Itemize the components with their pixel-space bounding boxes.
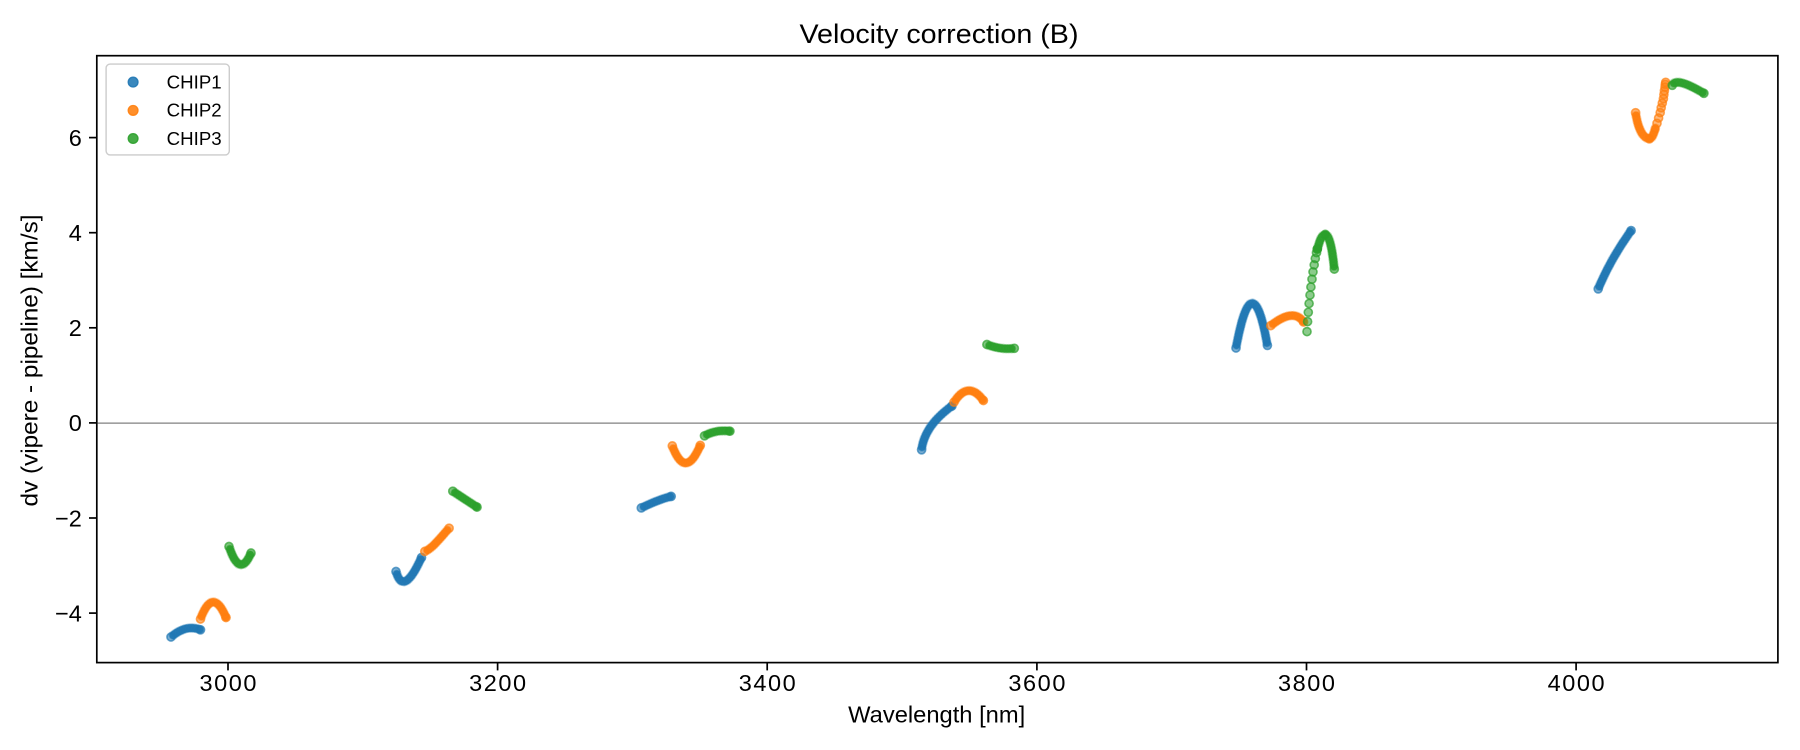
svg-text:Velocity correction (B): Velocity correction (B) bbox=[800, 19, 1079, 49]
svg-text:Wavelength [nm]: Wavelength [nm] bbox=[848, 702, 1025, 728]
svg-text:3200: 3200 bbox=[469, 670, 526, 696]
svg-text:−2: −2 bbox=[55, 505, 82, 531]
svg-text:3000: 3000 bbox=[200, 670, 257, 696]
svg-text:3400: 3400 bbox=[739, 670, 796, 696]
svg-text:3800: 3800 bbox=[1278, 670, 1335, 696]
svg-text:4: 4 bbox=[69, 220, 82, 246]
svg-text:−4: −4 bbox=[55, 600, 82, 626]
svg-text:dv (vipere - pipeline) [km/s]: dv (vipere - pipeline) [km/s] bbox=[17, 215, 43, 507]
svg-text:CHIP3: CHIP3 bbox=[167, 128, 222, 149]
svg-text:3600: 3600 bbox=[1008, 670, 1065, 696]
svg-text:4000: 4000 bbox=[1548, 670, 1605, 696]
svg-text:CHIP1: CHIP1 bbox=[167, 71, 222, 92]
svg-text:6: 6 bbox=[69, 125, 82, 151]
svg-text:0: 0 bbox=[69, 410, 82, 436]
svg-text:CHIP2: CHIP2 bbox=[167, 100, 222, 121]
svg-text:2: 2 bbox=[69, 315, 82, 341]
